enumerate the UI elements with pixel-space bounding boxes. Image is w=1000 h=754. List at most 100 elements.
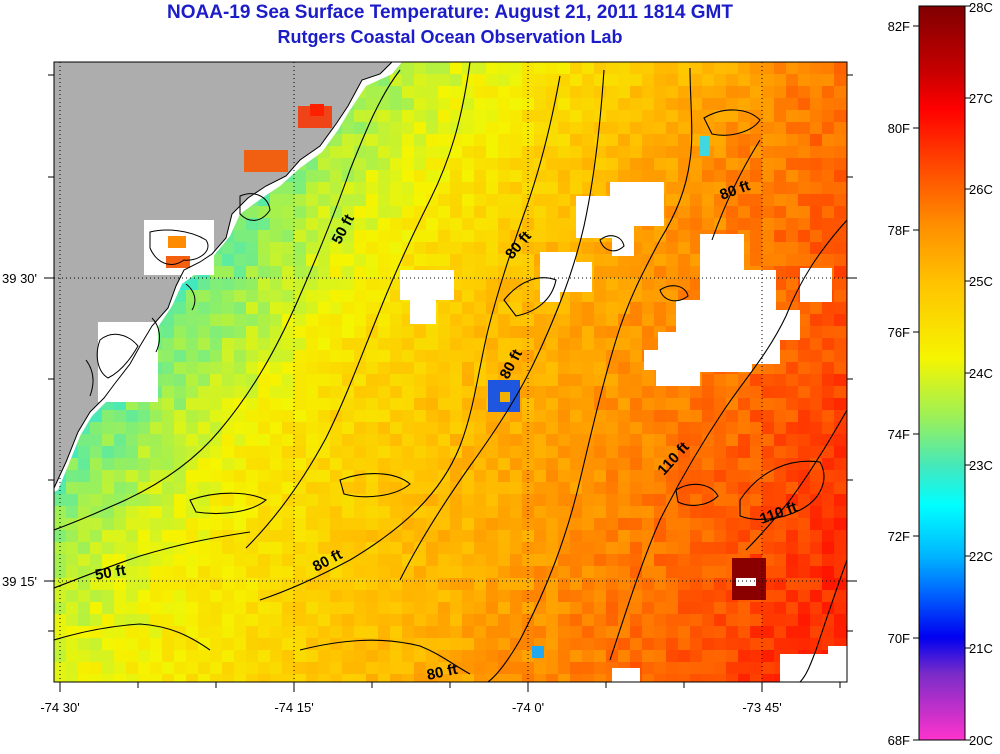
sst-cell [222,494,235,507]
sst-cell [642,638,655,651]
sst-cell [222,602,235,615]
sst-cell [474,650,487,663]
sst-cell [138,602,151,615]
sst-cell [438,650,451,663]
sst-cell [114,422,127,435]
sst-cell [822,254,835,267]
sst-cell [354,110,367,123]
sst-cell [354,290,367,303]
sst-cell [570,302,583,315]
sst-cell [306,542,319,555]
sst-cell [366,518,379,531]
sst-cell [186,290,199,303]
sst-cell [198,314,211,327]
sst-cell [366,350,379,363]
sst-cell [594,314,607,327]
sst-cell [654,398,667,411]
sst-cell [702,674,715,682]
sst-cell [786,350,799,363]
sst-cell [486,134,499,147]
sst-cell [102,650,115,663]
sst-cell [822,518,835,531]
sst-cell [642,398,655,411]
sst-cell [222,530,235,543]
sst-cell [702,566,715,579]
sst-cell [510,494,523,507]
sst-cell [522,410,535,423]
sst-cell [414,230,427,243]
sst-cell [546,230,559,243]
sst-cell [774,374,787,387]
sst-cell [570,374,583,387]
sst-cell [366,566,379,579]
sst-cell [474,134,487,147]
sst-cell [654,170,667,183]
sst-cell [762,74,775,87]
sst-cell [846,374,847,387]
sst-cell [618,458,631,471]
sst-cell [162,650,175,663]
sst-cell [174,506,187,519]
sst-cell [198,482,211,495]
sst-cell [498,518,511,531]
sst-cell [402,62,415,75]
sst-cell [630,278,643,291]
sst-cell [474,470,487,483]
sst-cell [630,506,643,519]
sst-cell [486,674,499,682]
sst-cell [750,530,763,543]
sst-cell [810,386,823,399]
sst-cell [426,110,439,123]
sst-cell [246,638,259,651]
sst-cell [618,254,631,267]
sst-cell [522,362,535,375]
sst-cell [294,254,307,267]
sst-cell [354,602,367,615]
sst-cell [846,554,847,567]
sst-cell [210,626,223,639]
sst-cell [522,494,535,507]
sst-cell [474,398,487,411]
sst-cell [558,422,571,435]
sst-cell [174,566,187,579]
sst-cell [642,446,655,459]
sst-cell [186,314,199,327]
sst-cell [570,530,583,543]
sst-cell [750,434,763,447]
sst-cell [666,158,679,171]
sst-cell [618,146,631,159]
sst-cell [582,242,595,255]
sst-cell [162,554,175,567]
sst-cell [342,362,355,375]
sst-cell [702,398,715,411]
sst-cell [402,134,415,147]
sst-cell [642,278,655,291]
sst-cell [738,446,751,459]
sst-cell [234,482,247,495]
sst-cell [546,206,559,219]
map-subtitle: Rutgers Coastal Ocean Observation Lab [277,27,623,47]
sst-cell [162,494,175,507]
sst-cell [390,614,403,627]
sst-cell [582,74,595,87]
sst-cell [486,470,499,483]
sst-cell [330,194,343,207]
sst-cell [210,314,223,327]
sst-cell [234,614,247,627]
sst-cell [690,566,703,579]
sst-cell [54,554,67,567]
sst-cell [702,590,715,603]
sst-cell [342,542,355,555]
sst-cell [750,638,763,651]
sst-cell [474,602,487,615]
sst-cell [306,194,319,207]
sst-cell [834,530,847,543]
sst-cell [450,638,463,651]
sst-cell [366,614,379,627]
sst-cell [330,614,343,627]
sst-cell [822,170,835,183]
sst-cell [426,410,439,423]
sst-cell [798,158,811,171]
sst-cell [486,650,499,663]
sst-cell [426,122,439,135]
